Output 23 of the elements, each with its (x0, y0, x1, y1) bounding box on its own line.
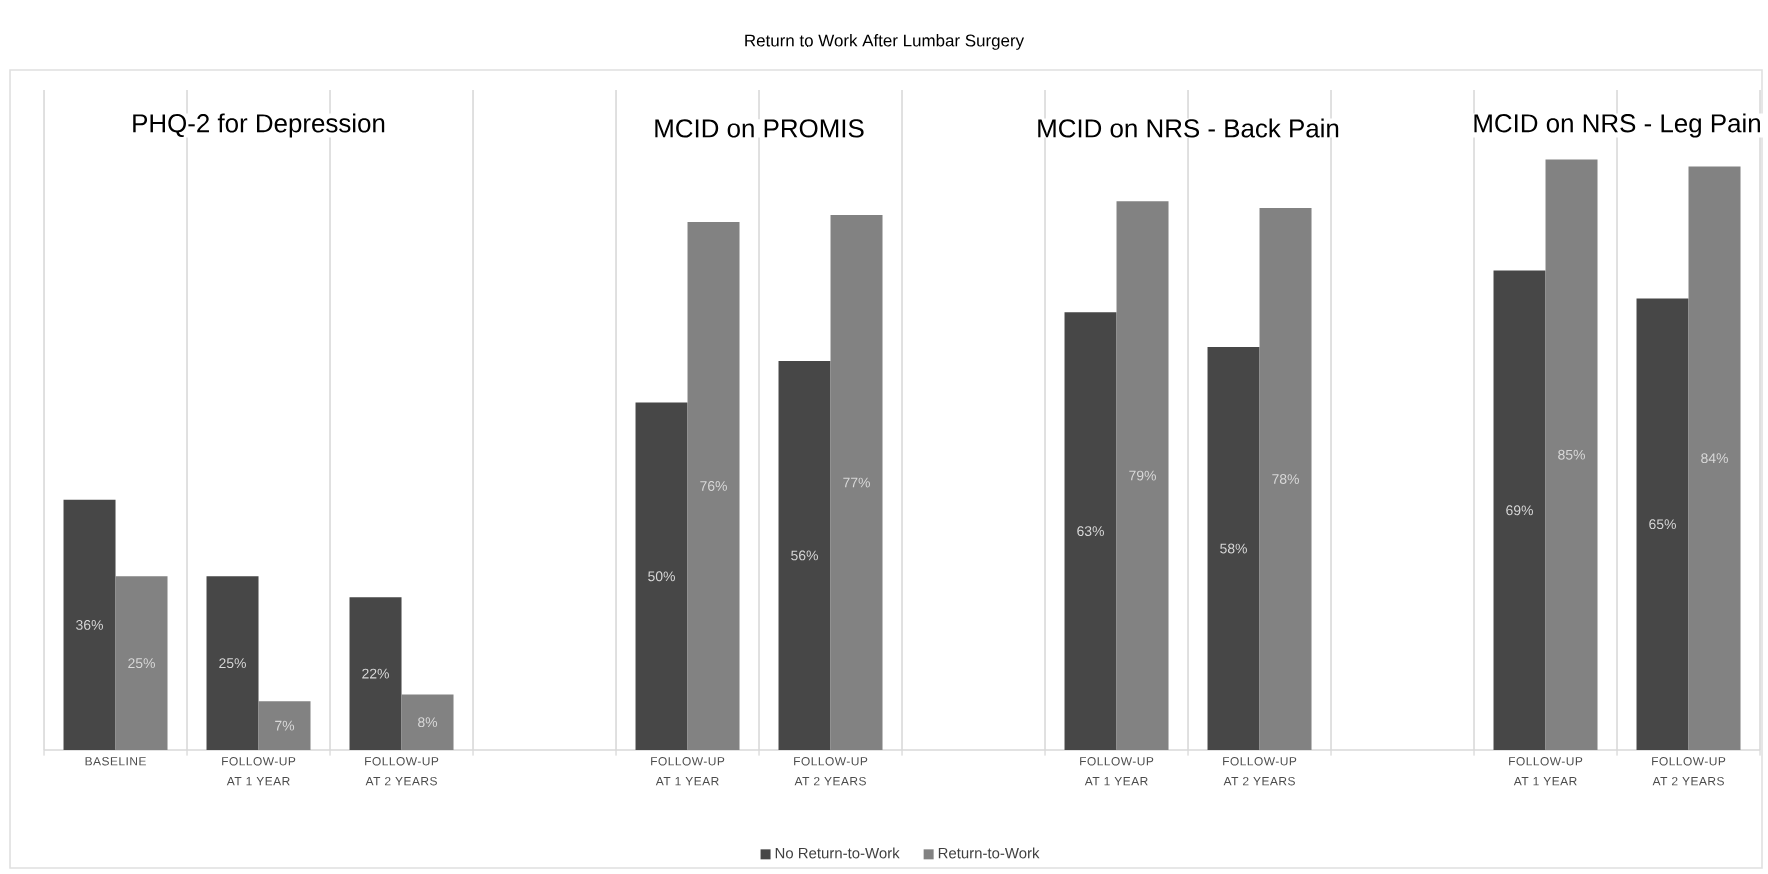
bar (778, 360, 831, 750)
bar (1545, 159, 1598, 750)
bar (1493, 270, 1546, 750)
bar (401, 694, 454, 750)
bar (63, 499, 116, 750)
bar (1636, 298, 1689, 750)
bar (1116, 201, 1169, 750)
bar (1259, 208, 1312, 750)
bar (206, 576, 259, 750)
annotation: MCID on PROMIS (655, 119, 864, 138)
bar (1688, 166, 1741, 750)
bar (349, 597, 402, 750)
bar (830, 215, 883, 750)
bar (1064, 312, 1117, 750)
chart-title: Return to Work After Lumbar Surgery (745, 34, 1025, 50)
bar (115, 576, 168, 750)
bar (258, 701, 311, 750)
bar (1207, 347, 1260, 750)
bar (635, 402, 688, 750)
annotation: PHQ-2 for Depression (133, 113, 385, 138)
annotation: MCID on NRS - Leg Pain (1474, 113, 1760, 138)
bar (687, 221, 740, 750)
annotation: MCID on NRS - Back Pain (1038, 118, 1339, 138)
